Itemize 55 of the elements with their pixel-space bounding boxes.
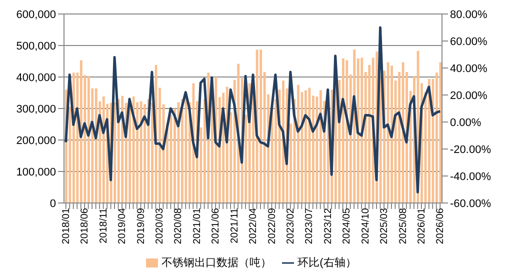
y2-tick-label: 60.00% [450,36,488,48]
x-tick-label: 2018/11 [98,208,110,244]
bar [80,60,82,203]
x-tick-label: 2021/06 [210,208,222,244]
x-tick-label: 2024/05 [342,208,353,244]
y-tick-label: 200,000 [16,134,56,147]
bar [87,76,90,203]
bar [260,50,262,203]
y-tick-label: 600,000 [16,8,56,21]
y2-tick-label: 80.00% [450,8,488,21]
x-tick-label: 2025/03 [379,208,390,244]
x-tick-label: 2018/01 [60,208,72,244]
x-tick-label: 2020/03 [154,208,166,244]
x-tick-label: 2021/11 [229,208,240,244]
legend-label: 不锈钢出口数据（吨） [162,257,272,269]
bar [140,101,142,203]
y-tick-label: 100,000 [16,166,56,178]
bar [114,102,116,203]
y2-tick-label: -60.00% [450,198,492,210]
bar [132,96,135,203]
bar [319,90,322,203]
bar [386,62,390,203]
y2-tick-label: -20.00% [450,144,492,156]
legend-label: 环比(右轴） [298,257,356,269]
y2-tick-label: -40.00% [450,170,492,183]
bar [346,60,348,203]
x-tick-label: 2023/07 [304,208,316,244]
y2-tick-label: 0.00% [450,116,482,129]
x-tick-label: 2019/04 [117,208,128,244]
y2-tick-label: 40.00% [450,62,488,75]
x-tick-label: 2024/10 [360,208,372,244]
y-tick-label: 400,000 [16,72,56,84]
y2-tick-label: 20.00% [450,90,488,102]
bar [390,66,394,203]
x-tick-label: 2026/01 [416,208,428,244]
bar [94,88,98,203]
x-tick-label: 2019/09 [136,208,147,244]
bar [121,96,124,203]
bar [297,84,300,203]
x-tick-label: 2023/12 [322,208,334,244]
y-tick-label: 300,000 [16,103,56,116]
x-tick-label: 2022/09 [266,208,278,244]
y-tick-label: 500,000 [16,40,56,52]
y-tick-label: 0 [50,198,56,210]
bar [304,90,307,203]
x-tick-label: 2022/04 [248,208,260,244]
bar [360,58,364,203]
bar [102,96,105,203]
x-tick-label: 2025/08 [398,208,409,244]
x-tick-label: 2026/06 [435,208,446,244]
x-tick-label: 2023/02 [286,208,297,244]
x-tick-label: 2018/06 [80,208,91,244]
x-tick-label: 2021/01 [192,208,203,244]
bar [342,58,344,203]
x-tick-label: 2020/08 [173,208,184,244]
